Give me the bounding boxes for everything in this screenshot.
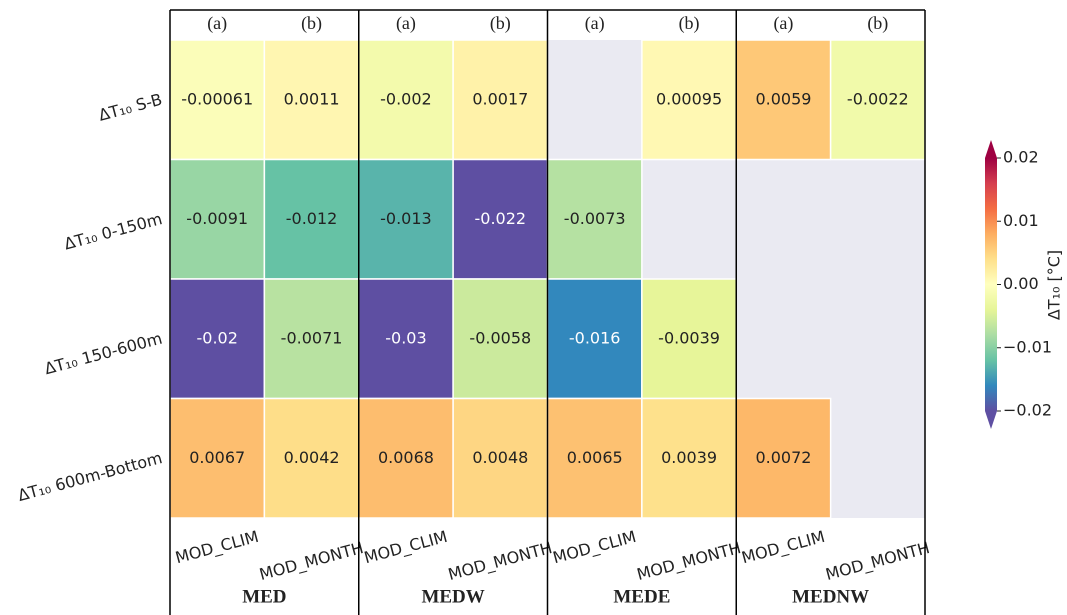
colorbar-extend-top xyxy=(985,140,997,158)
heat-cell xyxy=(263,158,360,280)
colorbar-label: ΔT₁₀ [°C] xyxy=(1045,250,1064,320)
column-header: (b) xyxy=(490,13,511,34)
heat-cell xyxy=(358,397,454,519)
group-label: MEDW xyxy=(421,586,484,607)
group-label: MED xyxy=(242,586,286,607)
column-header: (b) xyxy=(301,13,322,34)
cell-value: 0.0067 xyxy=(189,448,245,467)
heat-cell xyxy=(452,278,549,400)
heat-cell xyxy=(735,39,832,161)
x-tick-label: MOD_MONTH xyxy=(446,538,554,585)
heat-cell xyxy=(263,278,360,400)
row-label: ΔT₁₀ 0-150m xyxy=(62,209,164,253)
row-label: ΔT₁₀ S-B xyxy=(97,90,165,125)
heat-cell xyxy=(358,39,454,161)
x-tick-label: MOD_MONTH xyxy=(257,538,365,585)
heat-cell xyxy=(829,39,926,161)
colorbar-tick-label: 0.01 xyxy=(1003,211,1039,230)
row-label: ΔT₁₀ 150-600m xyxy=(42,329,164,379)
cell-value: 0.0017 xyxy=(472,89,528,108)
cell-value: 0.0068 xyxy=(378,448,434,467)
heat-cell xyxy=(169,39,266,161)
column-header: (a) xyxy=(585,13,605,34)
colorbar-tick-label: −0.01 xyxy=(1003,337,1052,356)
cell-value: -0.0058 xyxy=(469,328,531,347)
cell-value: -0.0039 xyxy=(658,328,720,347)
cell-value: -0.016 xyxy=(569,328,621,347)
heat-cell xyxy=(546,397,643,519)
cell-value: -0.012 xyxy=(286,209,338,228)
heat-cell xyxy=(169,278,266,400)
cell-value: -0.02 xyxy=(196,328,237,347)
heat-cell xyxy=(358,278,454,400)
cell-value: -0.022 xyxy=(475,209,527,228)
cell-value: 0.0059 xyxy=(755,89,811,108)
x-tick-label: MOD_MONTH xyxy=(635,538,743,585)
cell-value: -0.0022 xyxy=(847,89,909,108)
cell-value: 0.0011 xyxy=(284,89,340,108)
cell-value: -0.00061 xyxy=(181,89,253,108)
cell-value: 0.00095 xyxy=(656,89,722,108)
heat-cell xyxy=(641,39,737,161)
column-header: (a) xyxy=(396,13,416,34)
column-header: (b) xyxy=(867,13,888,34)
heat-cell xyxy=(452,397,549,519)
heat-cell xyxy=(735,397,832,519)
x-tick-label: MOD_CLIM xyxy=(551,527,639,568)
cell-value: 0.0072 xyxy=(755,448,811,467)
cell-value: -0.0091 xyxy=(186,209,248,228)
column-header: (a) xyxy=(773,13,793,34)
colorbar-tick-label: 0.00 xyxy=(1003,274,1039,293)
heat-cell xyxy=(641,278,737,400)
heat-cell xyxy=(546,278,643,400)
x-tick-label: MOD_MONTH xyxy=(823,538,931,585)
cell-value: 0.0065 xyxy=(567,448,623,467)
heat-cell xyxy=(358,158,454,280)
cell-value: -0.0073 xyxy=(564,209,626,228)
column-header: (b) xyxy=(679,13,700,34)
cell-value: -0.03 xyxy=(385,328,426,347)
x-tick-label: MOD_CLIM xyxy=(740,527,828,568)
row-label: ΔT₁₀ 600m-Bottom xyxy=(16,448,165,505)
cell-value: -0.002 xyxy=(380,89,432,108)
group-label: MEDNW xyxy=(792,586,869,607)
x-tick-label: MOD_CLIM xyxy=(173,527,261,568)
colorbar xyxy=(985,158,997,411)
cell-value: -0.0071 xyxy=(281,328,343,347)
colorbar-tick-label: 0.02 xyxy=(1003,148,1039,167)
heat-cell xyxy=(263,397,360,519)
cell-value: -0.013 xyxy=(380,209,432,228)
heat-cell xyxy=(546,158,643,280)
heat-cell xyxy=(641,397,737,519)
column-header: (a) xyxy=(207,13,227,34)
cell-value: 0.0039 xyxy=(661,448,717,467)
x-tick-label: MOD_CLIM xyxy=(362,527,450,568)
group-label: MEDE xyxy=(613,586,670,607)
colorbar-tick-label: −0.02 xyxy=(1003,401,1052,420)
cell-value: 0.0042 xyxy=(284,448,340,467)
heat-cell xyxy=(263,39,360,161)
cell-value: 0.0048 xyxy=(472,448,528,467)
colorbar-extend-bottom xyxy=(985,411,997,429)
